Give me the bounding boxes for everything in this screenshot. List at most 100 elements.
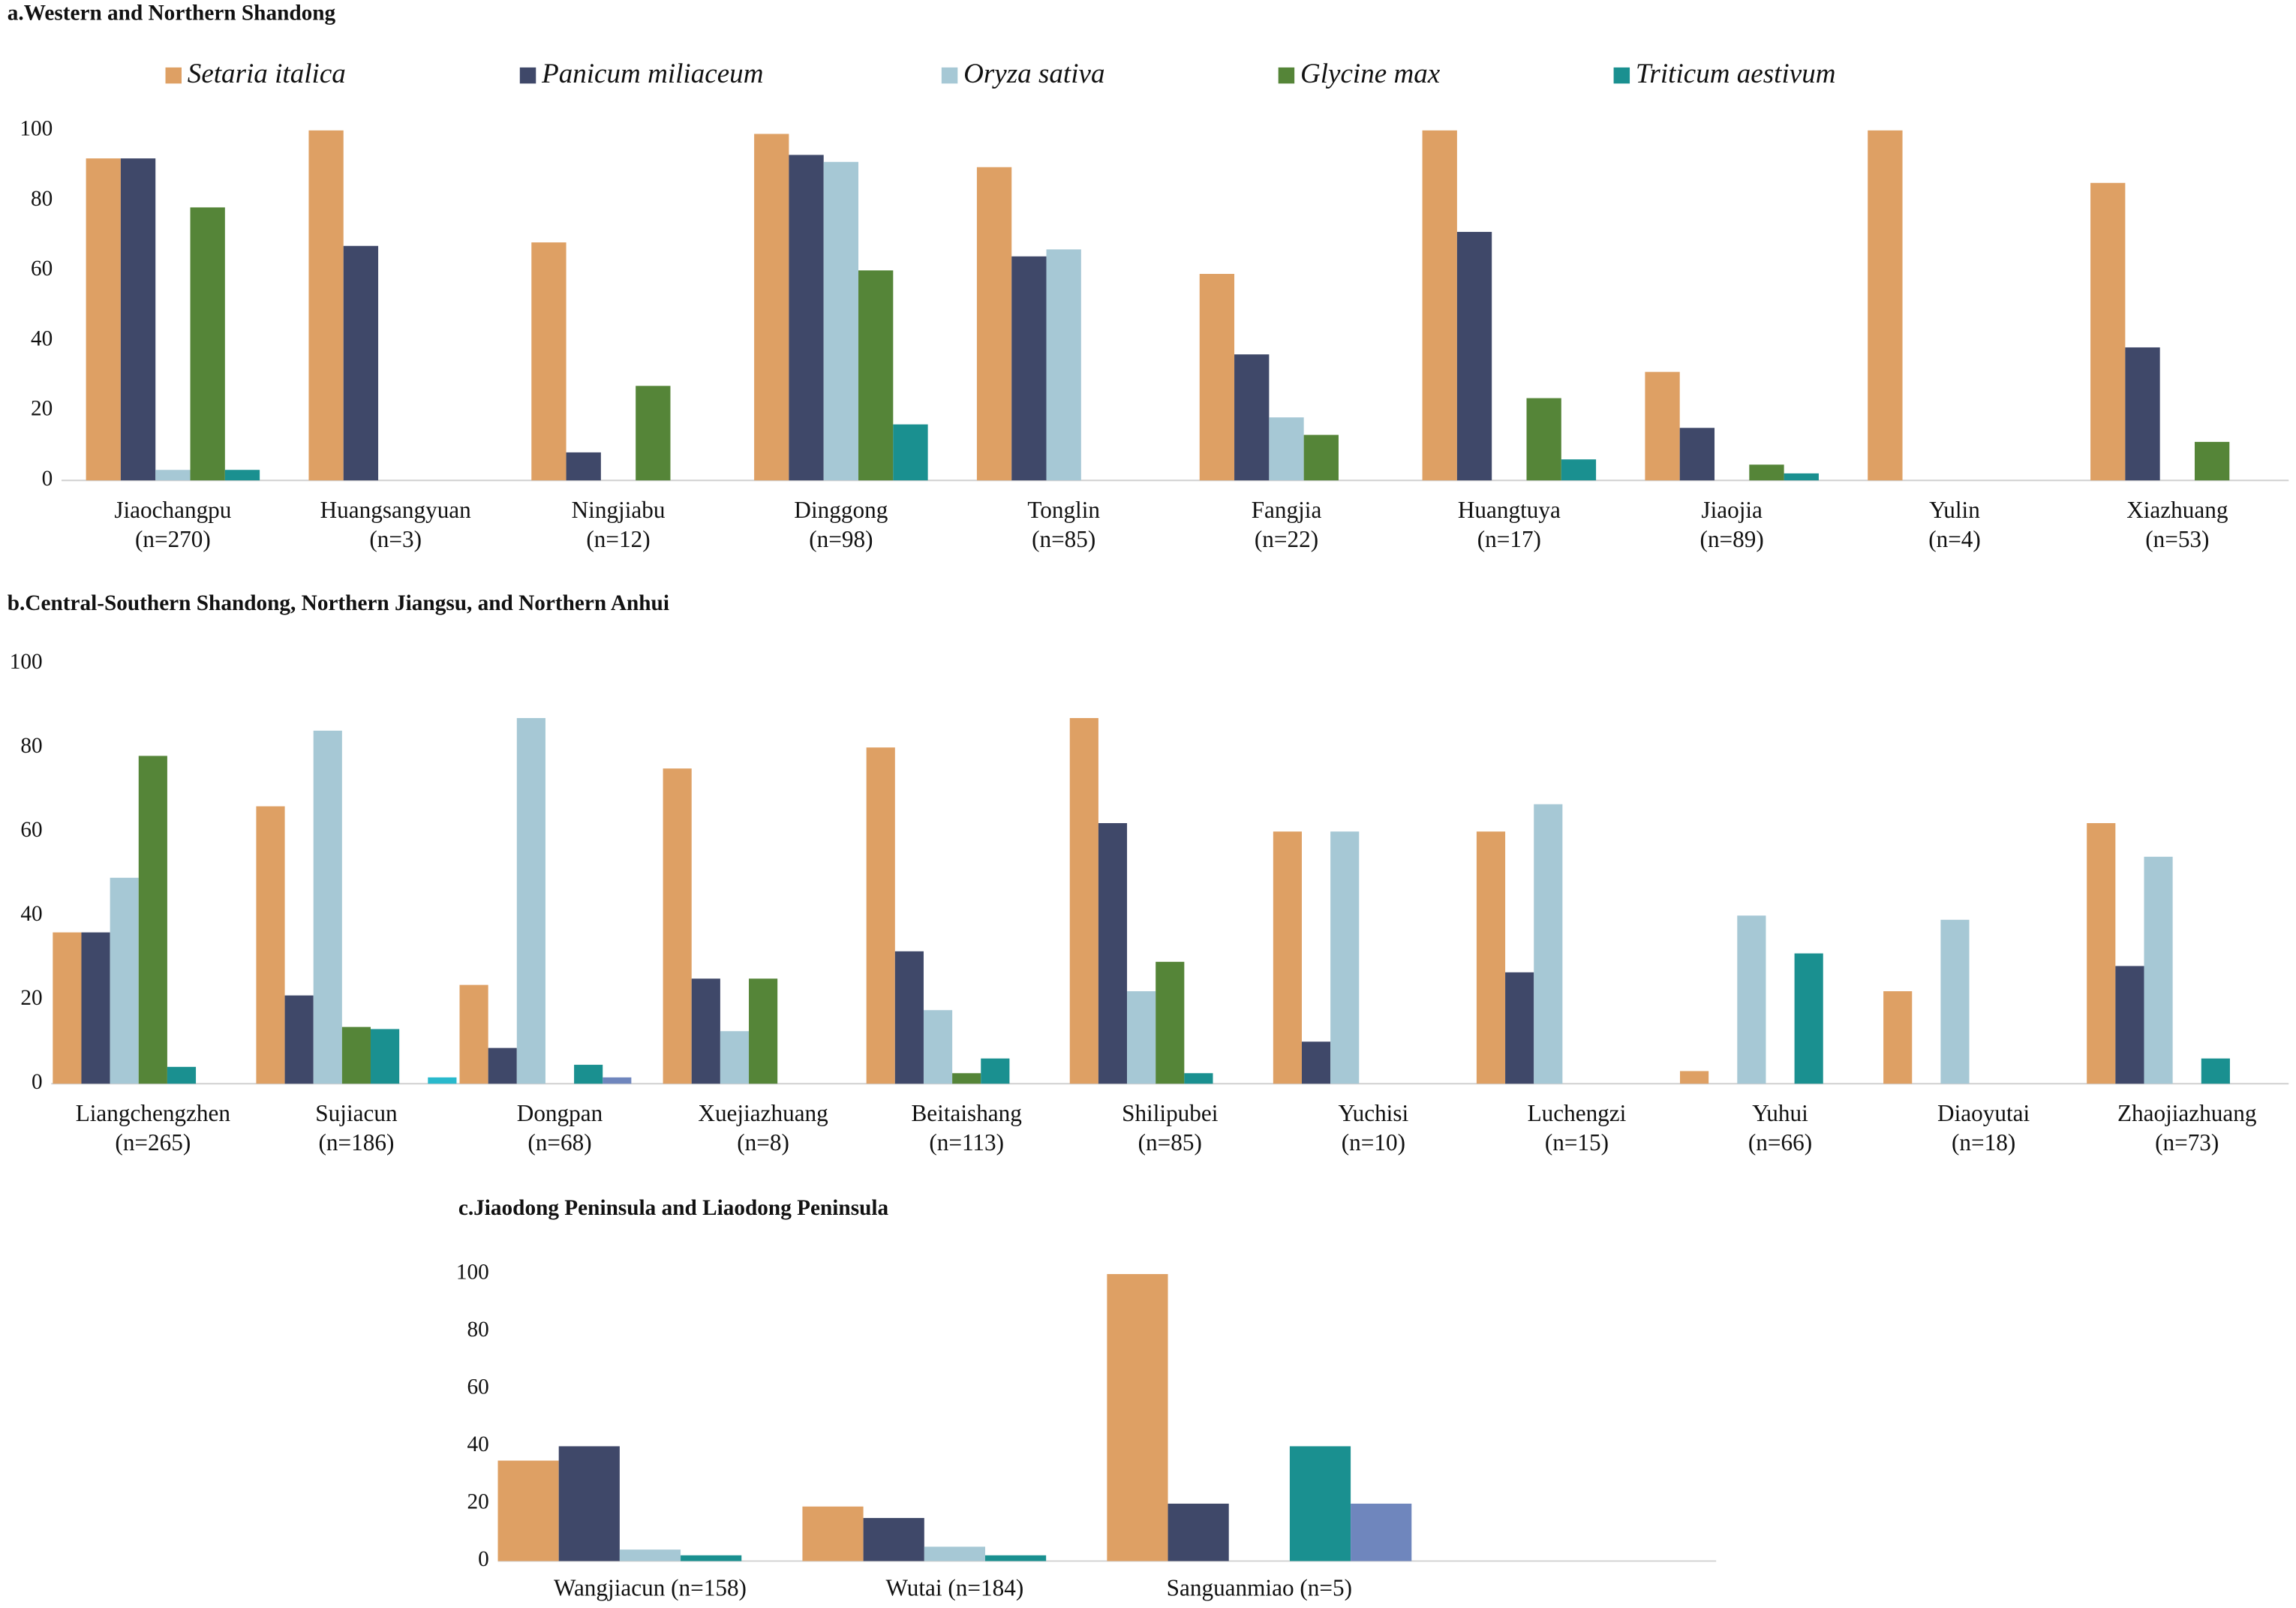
x-tick-label: Jiaochangpu (n=270) [114, 497, 231, 552]
x-tick-label: Beitaishang (n=113) [911, 1100, 1022, 1156]
y-tick-label: 60 [20, 818, 42, 842]
bar [155, 470, 191, 481]
bar [428, 1077, 457, 1084]
x-tick-label: Sujiacun (n=186) [315, 1100, 398, 1156]
bar [1273, 831, 1302, 1084]
y-tick-label: 40 [31, 326, 53, 350]
y-tick-label: 80 [467, 1318, 489, 1342]
bar [1456, 232, 1492, 481]
bar [619, 1549, 681, 1561]
bar [866, 747, 895, 1084]
bar [371, 1029, 400, 1084]
x-tick-label: Diaoyutai (n=18) [1937, 1100, 2030, 1156]
bar [1422, 130, 1457, 481]
bar [681, 1555, 742, 1561]
bar [981, 1058, 1010, 1084]
panel-title: c.Jiaodong Peninsula and Liaodong Penins… [458, 1196, 889, 1220]
bar [531, 242, 566, 481]
x-tick-label: Dinggong (n=98) [794, 497, 888, 552]
bar [1098, 822, 1128, 1084]
bar [893, 424, 928, 481]
bar [720, 1031, 750, 1084]
bar [2125, 347, 2160, 481]
bar [1526, 398, 1561, 481]
bar [1476, 831, 1506, 1084]
y-tick-label: 60 [467, 1375, 489, 1399]
bar [1184, 1073, 1213, 1084]
bar [1301, 1041, 1331, 1084]
bar [749, 978, 778, 1084]
legend-label: Triticum aestivum [1636, 59, 1836, 89]
bar [1561, 459, 1597, 481]
bar [341, 1026, 371, 1084]
bar [224, 470, 260, 481]
bar [1069, 717, 1098, 1084]
y-tick-label: 100 [456, 1261, 489, 1285]
x-tick-label: Yuhui (n=66) [1748, 1100, 1812, 1156]
bar [138, 756, 167, 1084]
bar [86, 158, 121, 481]
bar [1534, 804, 1563, 1084]
bar [1234, 354, 1270, 481]
y-tick-label: 20 [20, 986, 42, 1010]
bar [1303, 434, 1339, 481]
bar [2090, 182, 2126, 481]
legend-label: Glycine max [1300, 59, 1441, 89]
y-tick-label: 40 [20, 902, 42, 926]
bar [984, 1555, 1047, 1561]
bar [2194, 441, 2230, 481]
bar [2144, 856, 2173, 1084]
bar [2087, 822, 2116, 1084]
bar [558, 1446, 620, 1561]
bar [53, 932, 82, 1084]
bar [566, 452, 601, 481]
bar [976, 167, 1012, 481]
y-tick-label: 100 [10, 650, 43, 674]
legend-swatch [165, 67, 182, 84]
bar [167, 1066, 197, 1084]
bar [1883, 991, 1913, 1084]
x-tick-label: Luchengzi (n=15) [1528, 1100, 1627, 1156]
bar [1784, 473, 1819, 481]
legend-swatch [1613, 67, 1630, 84]
bar [2115, 966, 2144, 1084]
y-tick-label: 0 [32, 1070, 43, 1094]
legend-swatch [1278, 67, 1295, 84]
bar [1199, 274, 1235, 481]
bar [343, 245, 379, 481]
y-tick-label: 20 [467, 1490, 489, 1514]
bar [313, 730, 342, 1084]
bar [2201, 1058, 2230, 1084]
y-tick-label: 0 [478, 1547, 489, 1571]
x-tick-label: Ningjiabu (n=12) [572, 497, 666, 552]
bar [1330, 831, 1360, 1084]
x-tick-label: Fangjia (n=22) [1252, 497, 1322, 552]
y-tick-label: 100 [20, 117, 53, 141]
bar [256, 806, 285, 1084]
x-tick-label: Xuejiazhuang (n=8) [698, 1100, 828, 1156]
bar [789, 155, 824, 481]
bar [924, 1546, 985, 1561]
bar [952, 1073, 981, 1084]
panel-title: a.Western and Northern Shandong [8, 1, 336, 25]
bar [863, 1518, 924, 1561]
bar [1794, 953, 1823, 1084]
bar [691, 978, 720, 1084]
bar [1749, 464, 1784, 481]
bar [1868, 130, 1903, 481]
x-tick-label: Sanguanmiao (n=5) [1167, 1575, 1352, 1601]
x-tick-label: Dongpan (n=68) [517, 1100, 603, 1156]
bar [284, 995, 314, 1084]
x-tick-label: Wutai (n=184) [886, 1575, 1024, 1601]
bar [923, 1010, 953, 1084]
bar [1737, 915, 1766, 1084]
bar [516, 717, 545, 1084]
x-tick-label: Huangsangyuan (n=3) [320, 497, 472, 552]
bar [1107, 1273, 1168, 1561]
bar [308, 130, 344, 481]
legend-swatch [519, 67, 536, 84]
y-tick-label: 20 [31, 397, 53, 421]
bar [1168, 1503, 1229, 1561]
legend-label: Oryza sativa [963, 59, 1104, 89]
